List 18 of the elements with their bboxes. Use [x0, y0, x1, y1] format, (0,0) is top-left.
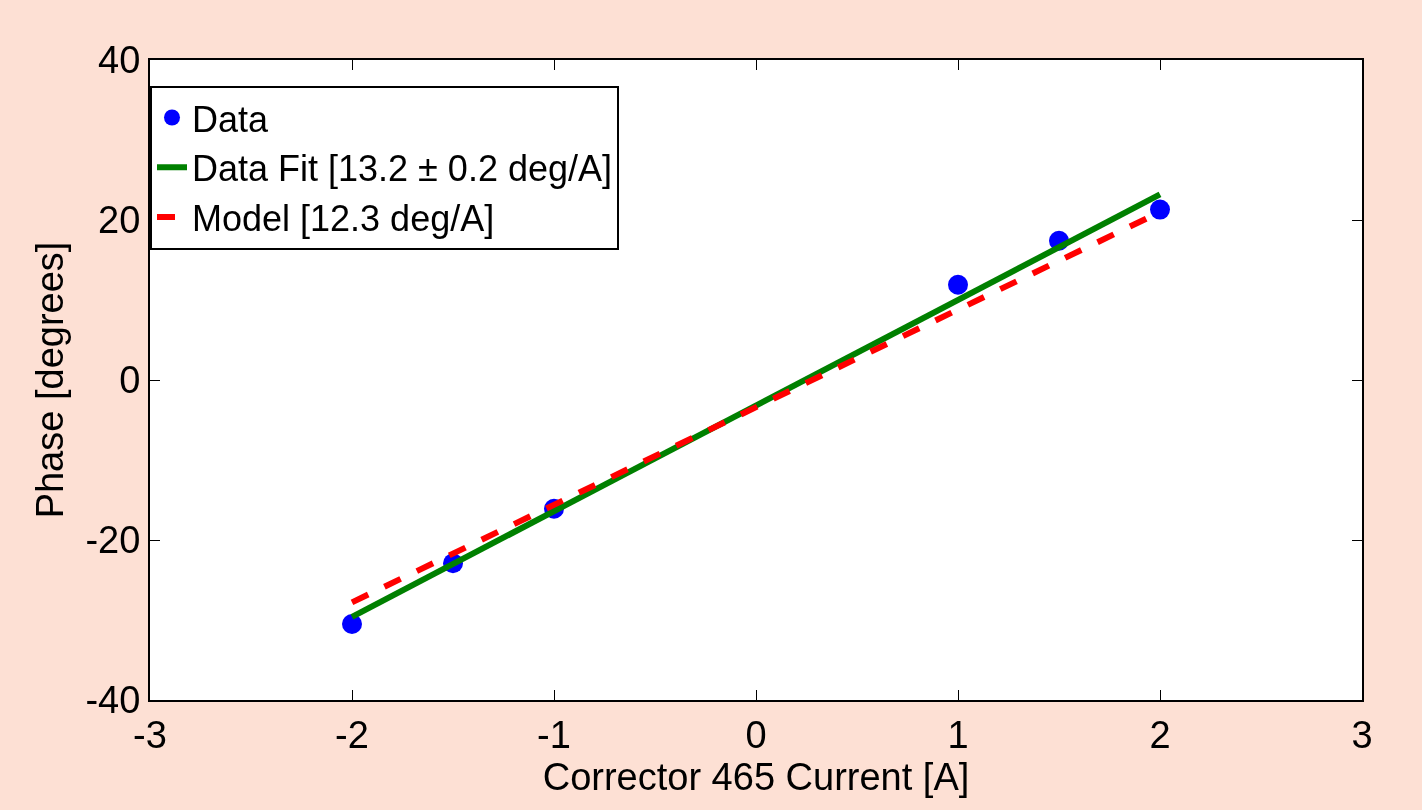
y-tick-label: 40: [98, 39, 141, 82]
x-tick-label: -1: [537, 713, 571, 756]
legend-label: Model [12.3 deg/A]: [192, 198, 495, 240]
point: [342, 614, 362, 634]
x-tick-label: 3: [1351, 713, 1373, 756]
point: [1150, 199, 1170, 220]
x-tick-label: 0: [745, 713, 767, 756]
x-tick-label: 2: [1149, 713, 1171, 756]
y-tick-label: 0: [119, 359, 141, 402]
y-tick-label: 20: [98, 199, 141, 242]
legend-label: Data: [192, 98, 270, 140]
x-axis-title: Corrector 465 Current [A]: [542, 755, 970, 798]
x-tick-label: 1: [947, 713, 969, 756]
y-tick-label: -20: [85, 519, 141, 562]
point: [948, 274, 968, 295]
x-tick-label: -2: [335, 713, 369, 756]
y-axis-title: Phase [degrees]: [29, 241, 72, 519]
legend-label: Data Fit [13.2 ± 0.2 deg/A]: [192, 148, 612, 190]
